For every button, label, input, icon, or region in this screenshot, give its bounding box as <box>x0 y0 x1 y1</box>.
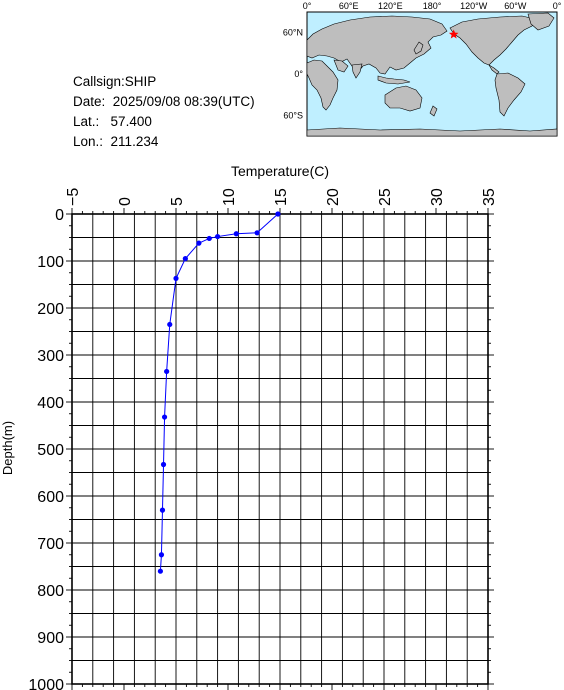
map-lon-label: 120°W <box>460 1 488 11</box>
y-axis-label: Depth(m) <box>0 421 15 475</box>
date-label: Date: <box>73 94 106 109</box>
y-tick-label: 1000 <box>28 677 64 690</box>
map-lat-label: 60°N <box>283 28 303 38</box>
x-tick-label: 15 <box>273 188 290 206</box>
temperature-profile-series <box>157 211 281 574</box>
data-point <box>160 461 167 468</box>
land-north-america <box>449 15 536 66</box>
y-tick-label: 900 <box>37 630 64 647</box>
map-landmasses <box>306 12 558 137</box>
x-tick-label: 25 <box>377 188 394 206</box>
map-lon-label: 60°W <box>504 1 527 11</box>
land-arabia <box>333 59 349 73</box>
data-point <box>233 231 239 237</box>
land-indonesia <box>377 75 411 85</box>
land-new-zealand <box>429 105 438 117</box>
location-map: 0° 60°E 120°E 180° 120°W 60°W 0° 60°N 0° 60°S <box>283 1 562 137</box>
x-tick-label: 35 <box>481 188 498 206</box>
y-tick-label: 400 <box>37 395 64 412</box>
map-left-labels: 60°N 0° 60°S <box>283 28 304 121</box>
map-top-labels: 0° 60°E 120°E 180° 120°W 60°W 0° <box>303 1 562 11</box>
y-tick-label: 800 <box>37 583 64 600</box>
data-point <box>254 230 260 236</box>
land-antarctica <box>306 127 558 137</box>
data-point <box>159 507 166 513</box>
land-india <box>351 63 363 79</box>
y-tick-label: 100 <box>37 254 64 271</box>
land-africa <box>306 59 339 111</box>
land-central-america <box>488 64 500 75</box>
y-tick-label: 200 <box>37 301 64 318</box>
x-tick-label: 20 <box>325 188 342 206</box>
data-point <box>161 414 168 420</box>
x-tick-labels: −5 0 5 10 15 20 25 30 35 <box>65 188 498 206</box>
callsign-value: SHIP <box>124 74 157 89</box>
y-tick-label: 700 <box>37 536 64 553</box>
lat-label: Lat.: <box>73 114 100 129</box>
data-point <box>196 240 202 246</box>
data-point <box>206 235 212 242</box>
land-greenland <box>527 12 555 31</box>
land-south-america <box>494 72 526 117</box>
callsign-row: Callsign:SHIP <box>73 72 255 92</box>
land-australia <box>384 85 423 112</box>
station-marker-star-icon <box>448 29 459 39</box>
chart-grid <box>71 213 489 685</box>
lon-row: Lon.: 211.234 <box>73 132 255 152</box>
x-tick-label: 5 <box>169 197 186 206</box>
map-lon-label: 120°E <box>378 1 403 11</box>
map-lat-label: 60°S <box>283 110 303 120</box>
map-lon-label: 180° <box>423 1 442 11</box>
y-tick-label: 300 <box>37 348 64 365</box>
date-row: Date: 2025/09/08 08:39(UTC) <box>73 92 255 112</box>
map-lon-label: 60°E <box>339 1 359 11</box>
lat-row: Lat.: 57.400 <box>73 112 255 132</box>
data-point <box>215 233 221 240</box>
y-tick-label: 0 <box>55 207 64 224</box>
x-tick-label: −5 <box>65 188 82 206</box>
station-info: Callsign:SHIP Date: 2025/09/08 08:39(UTC… <box>73 72 255 152</box>
date-value: 2025/09/08 08:39(UTC) <box>112 94 255 109</box>
y-tick-label: 500 <box>37 442 64 459</box>
data-point <box>158 552 165 558</box>
data-point <box>164 368 170 375</box>
data-point <box>275 211 281 217</box>
lon-label: Lon.: <box>73 134 104 149</box>
land-japan <box>413 41 424 55</box>
series-line <box>159 213 279 572</box>
y-tick-label: 600 <box>37 489 64 506</box>
data-point <box>173 275 179 281</box>
x-tick-label: 30 <box>429 188 446 206</box>
lat-value: 57.400 <box>110 114 152 129</box>
data-point <box>167 321 173 328</box>
map-lat-label: 0° <box>294 69 303 79</box>
map-lon-label: 0° <box>553 1 562 11</box>
data-point <box>157 568 163 574</box>
y-tick-labels: 0 100 200 300 400 500 600 700 800 900 1000 <box>28 207 64 690</box>
x-tick-label: 10 <box>221 188 238 206</box>
lon-value: 211.234 <box>110 134 159 149</box>
map-lon-label: 0° <box>303 1 312 11</box>
x-tick-label: 0 <box>117 197 134 206</box>
x-axis-label: Temperature(C) <box>231 163 329 179</box>
callsign-label: Callsign: <box>73 74 125 89</box>
data-point <box>182 256 188 262</box>
